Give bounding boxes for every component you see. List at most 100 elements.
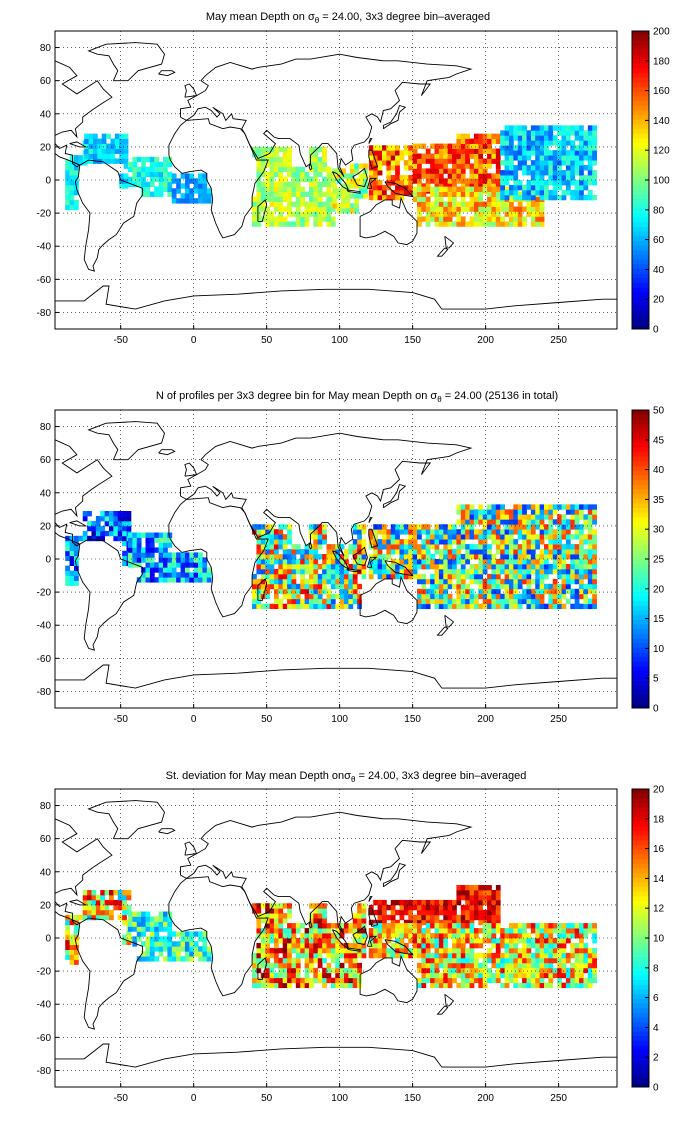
bin-cell — [487, 977, 492, 984]
bin-cell — [469, 885, 475, 891]
bin-cell — [478, 138, 484, 144]
bin-cell — [176, 572, 181, 578]
bin-cell — [193, 188, 199, 194]
bin-cell — [592, 967, 597, 974]
bin-cell — [430, 904, 435, 911]
bin-cell — [260, 588, 266, 595]
bin-cell — [252, 201, 257, 207]
bin-cell — [403, 573, 409, 580]
bin-cell — [539, 563, 545, 570]
bin-cell — [282, 191, 288, 197]
bin-cell — [565, 519, 571, 525]
bin-cell — [478, 563, 484, 570]
coastline — [436, 626, 449, 636]
bin-cell — [273, 933, 279, 939]
bin-cell — [570, 175, 576, 181]
coastline — [382, 862, 407, 888]
bin-cell — [565, 509, 571, 515]
bin-cell — [399, 904, 405, 911]
bin-cell — [381, 539, 387, 545]
bin-cell — [317, 146, 323, 153]
bin-cell — [574, 563, 580, 570]
colorbar-segment — [632, 291, 649, 297]
bin-cell — [579, 588, 584, 595]
bin-cell — [469, 534, 475, 540]
bin-cell — [482, 899, 488, 906]
bin-cell — [252, 588, 257, 595]
bin-cell — [163, 911, 168, 917]
bin-cell — [535, 578, 541, 585]
panel-1-title-pre: May mean Depth on — [206, 11, 308, 23]
bin-cell — [295, 201, 301, 207]
panel-1-x-ticks: -50 0 50 100 150 200 250 — [113, 325, 567, 346]
bin-cell — [282, 918, 288, 924]
bin-cell — [95, 515, 101, 522]
colorbar-segment — [632, 161, 649, 167]
bin-cell — [295, 221, 301, 227]
bin-cell — [500, 504, 505, 510]
colorbar-segment — [632, 296, 649, 302]
bin-cell — [478, 573, 484, 580]
bin-cell — [171, 557, 177, 563]
bin-cell — [287, 928, 292, 934]
bin-cell — [123, 178, 129, 184]
bin-cell — [412, 168, 418, 174]
bin-cell — [495, 947, 501, 954]
colorbar-segment — [632, 577, 649, 583]
bin-cell — [256, 161, 262, 168]
bin-cell — [308, 598, 314, 605]
bin-cell — [456, 133, 462, 140]
bin-cell — [469, 603, 475, 610]
bin-cell — [443, 952, 449, 959]
colorbar-tick-label: 15 — [653, 614, 665, 625]
bin-cell — [539, 509, 545, 515]
bin-cell — [456, 894, 462, 901]
bin-cell — [548, 539, 554, 545]
bin-cell — [452, 923, 457, 929]
bin-cell — [456, 554, 462, 560]
bin-cell — [522, 170, 527, 176]
bin-cell — [399, 559, 405, 565]
bin-cell — [443, 158, 449, 164]
colorbar-segment — [632, 259, 649, 265]
bin-cell — [65, 954, 70, 960]
bin-cell — [548, 957, 554, 964]
bin-cell — [587, 534, 593, 540]
bin-cell — [465, 158, 470, 164]
bin-cell — [487, 578, 492, 585]
bin-cell — [273, 573, 279, 580]
bin-cell — [574, 977, 580, 984]
bin-cell — [273, 583, 279, 590]
bin-cell — [154, 547, 160, 553]
bin-cell — [587, 568, 593, 575]
bin-cell — [361, 947, 367, 954]
bin-cell — [517, 549, 523, 555]
bin-cell — [565, 135, 571, 141]
colorbar-segment — [632, 872, 649, 878]
bin-cell — [500, 160, 505, 166]
bin-cell — [136, 156, 142, 163]
bin-cell — [491, 183, 497, 189]
bin-cell — [82, 894, 88, 901]
bin-cell — [91, 530, 97, 537]
bin-cell — [530, 982, 536, 989]
bin-cell — [460, 938, 466, 944]
bin-cell — [95, 520, 101, 527]
bin-cell — [587, 598, 593, 605]
bin-cell — [167, 567, 173, 573]
bin-cell — [304, 544, 310, 550]
bin-cell — [282, 583, 288, 590]
bin-cell — [381, 568, 387, 575]
colorbar-segment — [632, 465, 649, 471]
bin-cell — [69, 175, 75, 181]
bin-cell — [570, 942, 576, 949]
bin-cell — [184, 552, 190, 558]
bin-cell — [473, 977, 479, 984]
bin-cell — [260, 539, 266, 545]
bin-cell — [287, 539, 292, 545]
bin-cell — [434, 534, 440, 540]
bin-cell — [469, 504, 475, 510]
bin-cell — [517, 194, 523, 201]
bin-cell — [526, 554, 532, 560]
bin-cell — [354, 198, 360, 204]
